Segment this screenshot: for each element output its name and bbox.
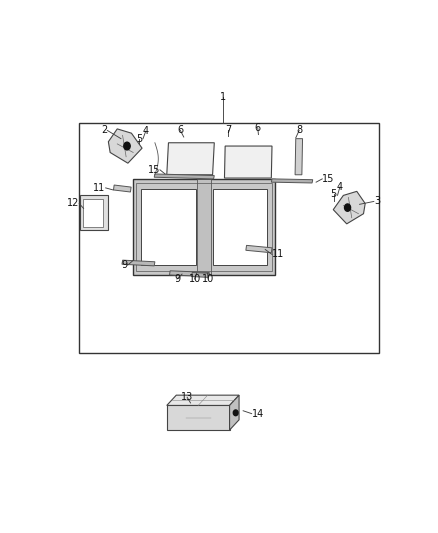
Polygon shape [333,191,365,224]
Text: 5: 5 [136,134,142,144]
Text: 11: 11 [272,249,284,260]
Polygon shape [224,146,272,178]
Circle shape [345,204,350,211]
Polygon shape [191,272,209,277]
Bar [78,124,379,353]
Text: 15: 15 [322,174,335,184]
Text: 4: 4 [143,126,149,136]
Text: 2: 2 [101,125,107,135]
Text: 15: 15 [148,165,160,175]
Text: 7: 7 [225,125,231,135]
Polygon shape [167,143,214,175]
Polygon shape [230,395,239,430]
Polygon shape [167,406,230,430]
Polygon shape [271,179,313,183]
Text: 12: 12 [67,198,79,208]
Polygon shape [295,139,303,175]
Polygon shape [108,129,142,163]
Text: 3: 3 [374,197,380,206]
Bar [83,199,103,227]
Text: 1: 1 [220,92,226,102]
Polygon shape [122,260,155,266]
Polygon shape [170,271,209,277]
Text: 9: 9 [174,274,180,284]
Bar [133,179,276,276]
Text: 8: 8 [296,125,302,135]
Text: 6: 6 [177,125,184,135]
Circle shape [233,410,238,416]
Bar [136,183,272,271]
Text: 4: 4 [337,182,343,192]
Bar [141,189,196,265]
Polygon shape [246,245,272,253]
Polygon shape [113,185,131,192]
Text: 11: 11 [93,183,106,193]
Bar [197,179,211,276]
Polygon shape [167,395,239,406]
Text: 13: 13 [181,392,193,402]
Polygon shape [154,174,214,179]
Text: 14: 14 [251,409,264,418]
Circle shape [124,142,130,150]
Bar [80,195,108,230]
Text: 10: 10 [188,274,201,284]
Text: 6: 6 [254,123,261,133]
Text: 9: 9 [122,260,128,270]
Bar [212,189,267,265]
Text: 10: 10 [202,274,214,284]
Text: 5: 5 [331,189,337,199]
